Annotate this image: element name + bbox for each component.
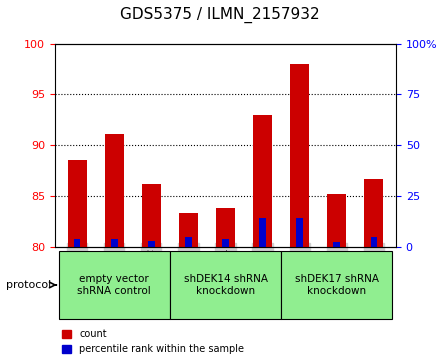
Bar [179,213,198,247]
FancyBboxPatch shape [281,250,392,319]
Bar [74,239,81,247]
Bar [216,208,235,247]
Bar [290,64,309,247]
FancyBboxPatch shape [59,250,170,319]
Bar [111,239,117,247]
Text: shDEK14 shRNA
knockdown: shDEK14 shRNA knockdown [183,274,268,296]
Bar [334,242,340,247]
FancyBboxPatch shape [170,250,281,319]
Text: empty vector
shRNA control: empty vector shRNA control [77,274,151,296]
Bar [142,184,161,247]
Bar [148,241,154,247]
Legend: count, percentile rank within the sample: count, percentile rank within the sample [58,326,248,358]
Bar [259,219,266,247]
Bar [68,160,87,247]
Bar [253,115,272,247]
Bar [222,239,229,247]
Bar [297,219,303,247]
Text: GDS5375 / ILMN_2157932: GDS5375 / ILMN_2157932 [120,7,320,24]
Text: protocol: protocol [6,280,51,290]
Text: shDEK17 shRNA
knockdown: shDEK17 shRNA knockdown [295,274,379,296]
Bar [105,134,124,247]
Bar [185,237,192,247]
Bar [364,179,383,247]
Bar [370,237,377,247]
Bar [327,194,346,247]
